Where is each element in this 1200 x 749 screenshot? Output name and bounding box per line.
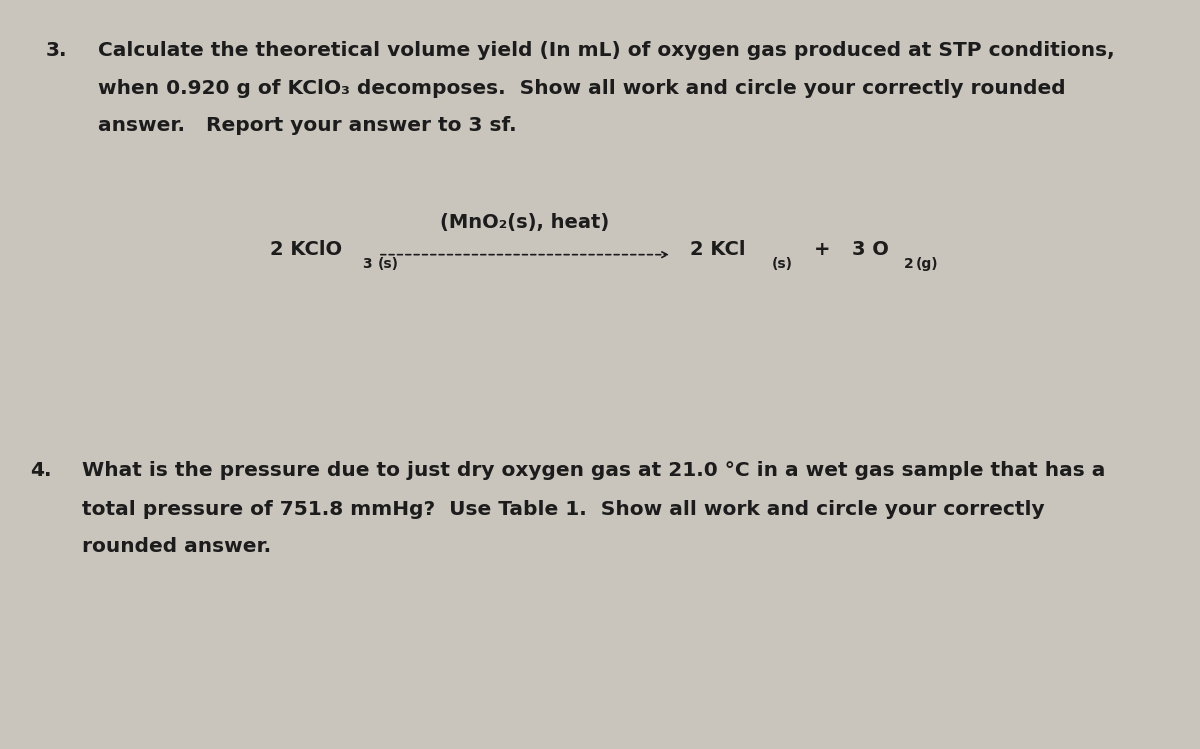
Text: What is the pressure due to just dry oxygen gas at 21.0 °C in a wet gas sample t: What is the pressure due to just dry oxy…	[82, 461, 1105, 479]
Text: (g): (g)	[916, 257, 938, 271]
Text: when 0.920 g of KClO₃ decomposes.  Show all work and circle your correctly round: when 0.920 g of KClO₃ decomposes. Show a…	[98, 79, 1066, 97]
Text: 4.: 4.	[30, 461, 52, 479]
Text: +: +	[814, 240, 830, 258]
Text: (MnO₂(s), heat): (MnO₂(s), heat)	[440, 213, 610, 232]
Text: 2: 2	[904, 257, 913, 271]
Text: Calculate the theoretical volume yield (In mL) of oxygen gas produced at STP con: Calculate the theoretical volume yield (…	[98, 41, 1115, 60]
Text: 3: 3	[362, 257, 372, 271]
Text: rounded answer.: rounded answer.	[82, 537, 271, 556]
Text: (s): (s)	[772, 257, 793, 271]
Text: 3 O: 3 O	[852, 240, 889, 258]
Text: 2 KClO: 2 KClO	[270, 240, 342, 258]
Text: 3.: 3.	[46, 41, 67, 60]
Text: total pressure of 751.8 mmHg?  Use Table 1.  Show all work and circle your corre: total pressure of 751.8 mmHg? Use Table …	[82, 500, 1044, 518]
Text: 2 KCl: 2 KCl	[690, 240, 745, 258]
Text: (s): (s)	[378, 257, 398, 271]
Text: answer.   Report your answer to 3 sf.: answer. Report your answer to 3 sf.	[98, 116, 517, 135]
